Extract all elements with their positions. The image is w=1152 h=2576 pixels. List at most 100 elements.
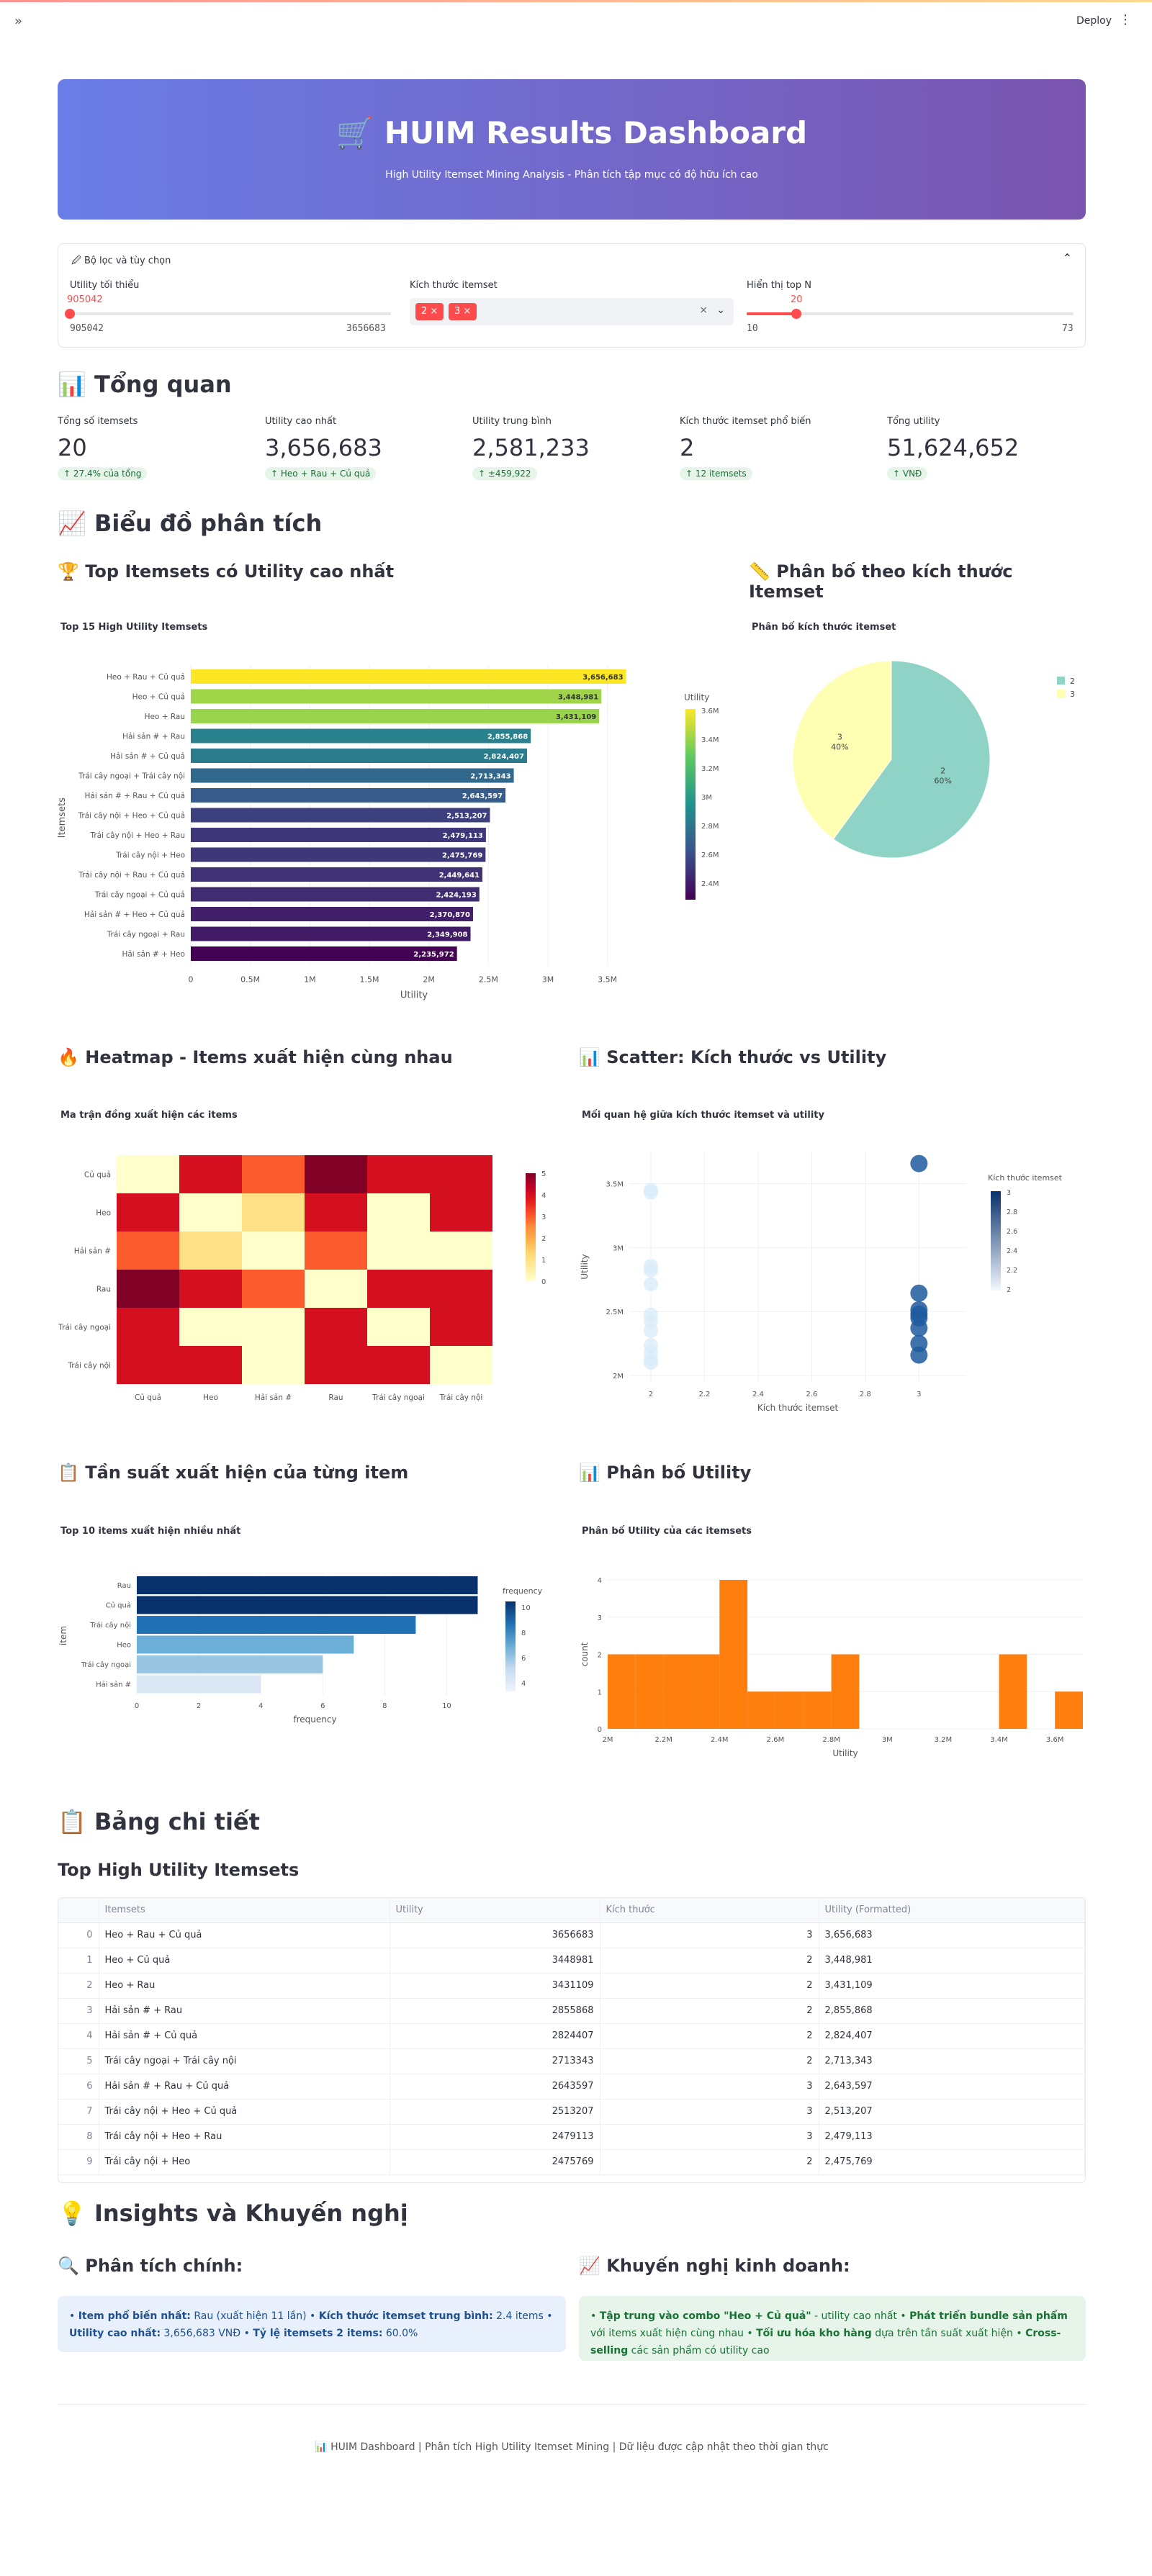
scatter-point[interactable]	[910, 1319, 928, 1337]
legend-label[interactable]: 2	[1070, 677, 1075, 686]
column-header-itemsets[interactable]: Itemsets	[99, 1898, 390, 1923]
bar[interactable]	[191, 689, 602, 704]
bar[interactable]	[191, 946, 457, 961]
histogram-bar[interactable]	[999, 1654, 1027, 1730]
bar-chart[interactable]: 0 0.5M 1M 1.5M 2M 2.5M 3M 3.5M Heo + Rau + Củ qu…	[58, 633, 720, 1022]
heatmap-cell[interactable]	[117, 1193, 179, 1231]
bar[interactable]	[191, 867, 483, 882]
heatmap-cell[interactable]	[305, 1155, 367, 1193]
chevron-up-icon[interactable]: ⌃	[1062, 251, 1072, 265]
heatmap-cell[interactable]	[242, 1155, 305, 1193]
filter-expander[interactable]: 🖉 Bộ lọc và tùy chọn ⌃ Utility tối thiểu…	[58, 243, 1086, 348]
column-header-utility[interactable]: Utility	[390, 1898, 600, 1923]
scatter-point[interactable]	[644, 1262, 658, 1278]
column-header-size[interactable]: Kích thước	[600, 1898, 819, 1923]
scatter-point[interactable]	[644, 1323, 658, 1338]
heatmap-cell[interactable]	[117, 1231, 179, 1270]
table-row[interactable]: 0 Heo + Rau + Củ quả 3656683 3 3,656,683	[58, 1922, 1085, 1948]
histogram-bar[interactable]	[635, 1654, 664, 1730]
table-row[interactable]: 4 Hải sản # + Củ quả 2824407 2 2,824,407	[58, 2023, 1085, 2049]
heatmap-cell[interactable]	[305, 1193, 367, 1231]
bar[interactable]	[191, 847, 486, 862]
heatmap-cell[interactable]	[117, 1346, 179, 1384]
expand-sidebar-icon[interactable]: »	[14, 14, 23, 29]
heatmap-cell[interactable]	[179, 1270, 242, 1308]
scatter-point[interactable]	[910, 1284, 928, 1302]
clear-icon[interactable]: ⨯	[699, 304, 708, 316]
pie-slice[interactable]	[792, 660, 892, 840]
bar[interactable]	[191, 808, 490, 823]
heatmap-cell[interactable]	[179, 1231, 242, 1270]
pie-slice[interactable]	[832, 660, 991, 859]
histogram-bar[interactable]	[747, 1691, 775, 1729]
heatmap-cell[interactable]	[430, 1270, 492, 1308]
min-utility-slider-thumb[interactable]	[65, 309, 75, 319]
heatmap-cell[interactable]	[117, 1308, 179, 1346]
scatter-point[interactable]	[910, 1346, 928, 1364]
heatmap-cell[interactable]	[305, 1346, 367, 1384]
bar[interactable]	[191, 709, 600, 723]
heatmap-cell[interactable]	[430, 1308, 492, 1346]
bar[interactable]	[191, 828, 486, 842]
histogram-bar[interactable]	[1055, 1691, 1083, 1729]
table-row[interactable]: 6 Hải sản # + Rau + Củ quả 2643597 3 2,643,5…	[58, 2074, 1085, 2100]
heatmap-cell[interactable]	[242, 1231, 305, 1270]
bar[interactable]	[191, 926, 471, 941]
bar[interactable]	[191, 728, 531, 744]
histogram-bar[interactable]	[719, 1580, 748, 1729]
bar[interactable]	[137, 1675, 261, 1694]
histogram-bar[interactable]	[775, 1691, 804, 1729]
bar[interactable]	[191, 788, 506, 803]
heatmap-cell[interactable]	[367, 1308, 430, 1346]
bar[interactable]	[137, 1596, 478, 1614]
legend-swatch[interactable]	[1057, 690, 1065, 697]
size-chip-3[interactable]: 3 ×	[449, 303, 477, 320]
bar[interactable]	[191, 669, 626, 684]
histogram-bar[interactable]	[691, 1654, 720, 1730]
scatter-point[interactable]	[644, 1185, 658, 1200]
heatmap-cell[interactable]	[242, 1308, 305, 1346]
table-row[interactable]: 7 Trái cây nội + Heo + Củ quả 2513207 3 2,51…	[58, 2099, 1085, 2125]
detail-table[interactable]: Itemsets Utility Kích thước Utility (For…	[58, 1897, 1086, 2183]
heatmap-chart[interactable]: Củ quả Heo Hải sản # Rau Trái cây ngoại Trái …	[58, 1123, 566, 1425]
size-multiselect[interactable]: 2 × 3 × ⨯ ⌄	[410, 298, 734, 325]
table-row[interactable]: 5 Trái cây ngoại + Trái cây nội 2713343 2 2,…	[58, 2048, 1085, 2074]
scatter-point[interactable]	[644, 1277, 658, 1292]
heatmap-cell[interactable]	[305, 1308, 367, 1346]
heatmap-cell[interactable]	[367, 1193, 430, 1231]
bar[interactable]	[137, 1635, 354, 1654]
heatmap-cell[interactable]	[305, 1231, 367, 1270]
table-row[interactable]: 1 Heo + Củ quả 3448981 2 3,448,981	[58, 1948, 1085, 1974]
min-utility-slider[interactable]	[65, 309, 391, 319]
scatter-point[interactable]	[644, 1355, 658, 1370]
freq-chart[interactable]: 0 2 4 6 8 10 Rau Củ quả Trái cây nội Heo Trái cây …	[58, 1540, 566, 1778]
size-chip-2[interactable]: 2 ×	[415, 303, 444, 320]
scatter-point[interactable]	[910, 1154, 928, 1172]
hist-chart[interactable]: 0 1 2 3 4 2M 2.2M 2.4M 2.6M 2.8M 3M 3.2M 3.4M 3.6M Uti…	[579, 1540, 1086, 1778]
heatmap-cell[interactable]	[430, 1346, 492, 1384]
heatmap-cell[interactable]	[367, 1270, 430, 1308]
heatmap-cell[interactable]	[242, 1346, 305, 1384]
bar[interactable]	[137, 1655, 323, 1673]
heatmap-cell[interactable]	[242, 1270, 305, 1308]
heatmap-cell[interactable]	[430, 1193, 492, 1231]
heatmap-cell[interactable]	[367, 1231, 430, 1270]
main-menu-icon[interactable]: ⋮	[1119, 12, 1132, 27]
table-row[interactable]: 9 Trái cây nội + Heo 2475769 2 2,475,769	[58, 2149, 1085, 2175]
bar[interactable]	[191, 768, 514, 783]
heatmap-cell[interactable]	[430, 1231, 492, 1270]
histogram-bar[interactable]	[831, 1654, 860, 1730]
heatmap-cell[interactable]	[305, 1270, 367, 1308]
table-row[interactable]: 2 Heo + Rau 3431109 2 3,431,109	[58, 1973, 1085, 1999]
heatmap-cell[interactable]	[367, 1346, 430, 1384]
heatmap-cell[interactable]	[430, 1155, 492, 1193]
bar[interactable]	[137, 1576, 478, 1594]
topn-slider[interactable]	[747, 309, 1074, 319]
table-row[interactable]: 8 Trái cây nội + Heo + Rau 2479113 3 2,479,1…	[58, 2124, 1085, 2150]
legend-swatch[interactable]	[1057, 677, 1065, 684]
deploy-button[interactable]: Deploy	[1076, 15, 1112, 27]
bar[interactable]	[191, 749, 527, 763]
pie-chart[interactable]: 260%340%23	[749, 633, 1086, 936]
heatmap-cell[interactable]	[242, 1193, 305, 1231]
topn-slider-thumb[interactable]	[791, 309, 801, 319]
